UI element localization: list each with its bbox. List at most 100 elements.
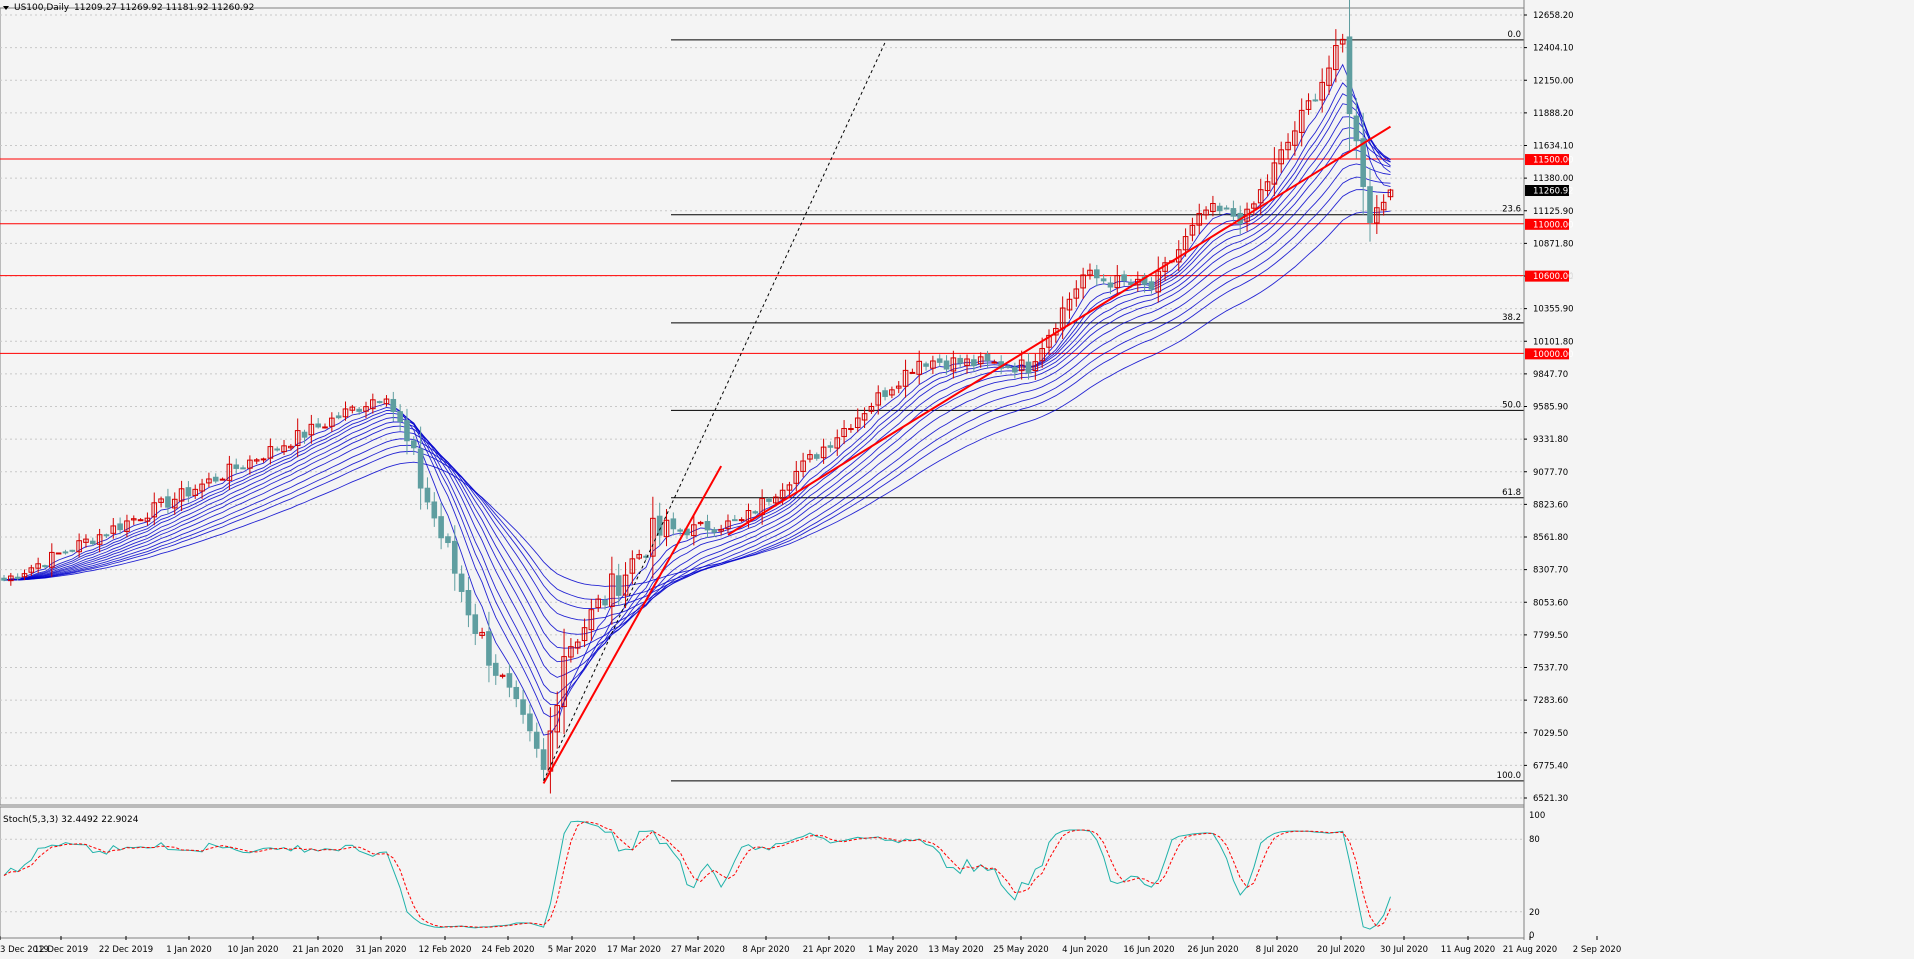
fibonacci-retracement[interactable]: 0.0 23.6 38.2 50.0 61.8 100.0 bbox=[671, 30, 1524, 782]
horizontal-levels[interactable] bbox=[0, 158, 1524, 354]
bull-candle bbox=[1039, 348, 1045, 362]
bear-candle bbox=[274, 448, 280, 451]
trendline bbox=[727, 125, 1392, 536]
bull-candle bbox=[561, 656, 567, 708]
bear-candle bbox=[1025, 361, 1032, 374]
stochastic-panel bbox=[0, 820, 1524, 930]
ema-line bbox=[3, 137, 1391, 649]
stoch-axis-label: 80 bbox=[1529, 835, 1540, 845]
bull-candle bbox=[383, 398, 390, 405]
bull-candle bbox=[151, 502, 158, 518]
bull-candle bbox=[1046, 334, 1052, 348]
bear-candle bbox=[62, 551, 69, 554]
bull-candle bbox=[96, 534, 103, 545]
bear-candle bbox=[438, 516, 444, 539]
symbol-label: US100,Daily bbox=[14, 3, 70, 13]
bull-candle bbox=[991, 361, 998, 364]
bull-candle bbox=[568, 646, 574, 658]
bear-candle bbox=[1121, 274, 1127, 282]
bull-candle bbox=[1264, 181, 1271, 192]
bull-candle bbox=[895, 385, 902, 389]
date-tick-label: 8 Jul 2020 bbox=[1256, 945, 1299, 955]
ema-line bbox=[3, 63, 1391, 736]
ohlc-label: 11209.27 11269.92 11181.92 11260.92 bbox=[74, 3, 254, 13]
bull-candle bbox=[1374, 207, 1380, 224]
bear-candle bbox=[356, 408, 362, 412]
bear-candle bbox=[42, 565, 48, 568]
bull-candle bbox=[1333, 45, 1339, 71]
bull-candle bbox=[588, 609, 595, 631]
date-tick-label: 1 May 2020 bbox=[868, 945, 918, 955]
bear-candle bbox=[615, 575, 622, 596]
bear-candle bbox=[424, 487, 431, 503]
bear-candle bbox=[397, 411, 403, 422]
bull-candle bbox=[1018, 359, 1025, 372]
bull-candle bbox=[479, 631, 485, 636]
level-price-tag bbox=[1525, 154, 1569, 166]
bull-candle bbox=[622, 574, 629, 596]
date-tick-label: 21 Jan 2020 bbox=[293, 945, 344, 955]
bull-candle bbox=[110, 525, 117, 534]
bull-candle bbox=[1305, 100, 1312, 110]
level-price-tag bbox=[1525, 218, 1569, 230]
bull-candle bbox=[629, 558, 636, 574]
bear-candle bbox=[1128, 282, 1134, 286]
current-price-label: 11260.92 bbox=[1533, 187, 1574, 197]
trendlines[interactable] bbox=[542, 42, 1392, 784]
bear-candle bbox=[643, 555, 649, 558]
price-tick-label: 12404.10 bbox=[1533, 44, 1574, 54]
level-price-label: 10600.00 bbox=[1533, 272, 1574, 282]
menu-triangle-icon[interactable] bbox=[3, 6, 9, 10]
date-tick-label: 16 Jun 2020 bbox=[1123, 945, 1174, 955]
trendline bbox=[542, 465, 723, 784]
ema-line bbox=[3, 82, 1391, 718]
date-tick-label: 30 Jul 2020 bbox=[1380, 945, 1428, 955]
stoch-signal-line bbox=[3, 821, 1391, 928]
bear-candle bbox=[404, 420, 410, 442]
bull-candle bbox=[199, 483, 205, 492]
stochastic-label: Stoch(5,3,3) 32.4492 22.9024 bbox=[3, 815, 139, 825]
fib-level-label: 50.0 bbox=[1502, 400, 1521, 410]
price-tick-label: 11125.90 bbox=[1533, 207, 1574, 217]
bull-candle bbox=[889, 389, 895, 396]
bull-candle bbox=[793, 470, 800, 484]
bull-candle bbox=[35, 563, 41, 569]
bull-candle bbox=[1210, 202, 1216, 212]
bear-candle bbox=[827, 445, 834, 448]
bull-candle bbox=[807, 454, 813, 460]
bull-candle bbox=[1196, 212, 1203, 226]
bear-candle bbox=[984, 353, 991, 362]
bear-candle bbox=[936, 358, 943, 363]
bull-candle bbox=[260, 458, 267, 461]
fib-level-label: 38.2 bbox=[1502, 313, 1521, 323]
bear-candle bbox=[1148, 281, 1155, 290]
bull-candle bbox=[1189, 224, 1196, 236]
bull-candle bbox=[650, 517, 656, 557]
bull-candle bbox=[1257, 189, 1264, 204]
price-tick-label: 8307.70 bbox=[1533, 566, 1568, 576]
bull-candle bbox=[158, 498, 164, 503]
ema-line bbox=[3, 210, 1391, 587]
bull-candle bbox=[349, 406, 356, 411]
bull-candle bbox=[786, 484, 793, 491]
bull-candle bbox=[930, 360, 936, 369]
bull-candle bbox=[294, 430, 301, 447]
bull-candle bbox=[137, 519, 144, 522]
bull-candle bbox=[725, 520, 731, 530]
bull-candle bbox=[281, 445, 287, 453]
price-tick-label: 7799.50 bbox=[1533, 631, 1568, 641]
bull-candle bbox=[171, 498, 178, 509]
bear-candle bbox=[1360, 138, 1366, 187]
bull-candle bbox=[1278, 149, 1285, 165]
price-tick-label: 7029.50 bbox=[1533, 729, 1568, 739]
bull-candle bbox=[206, 478, 212, 484]
date-tick-label: 12 Feb 2020 bbox=[419, 945, 472, 955]
bull-candle bbox=[1251, 203, 1257, 209]
ema-line bbox=[3, 103, 1391, 695]
fib-level-label: 0.0 bbox=[1507, 30, 1521, 40]
bull-candle bbox=[1326, 67, 1332, 86]
bull-candle bbox=[219, 478, 226, 481]
ema-line bbox=[3, 189, 1391, 601]
